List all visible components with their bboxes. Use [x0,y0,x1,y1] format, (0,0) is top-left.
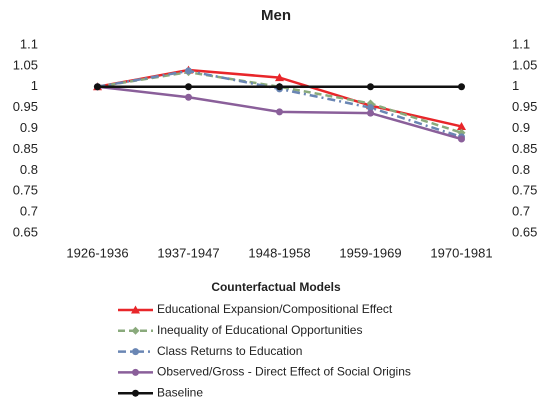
y2-tick-label: 0.8 [512,162,530,177]
data-point [185,93,192,101]
y2-tick-label: 1.05 [512,57,537,72]
data-point [367,104,374,112]
legend-label: Observed/Gross - Direct Effect of Social… [157,365,411,379]
y-tick-label: 0.9 [20,120,38,135]
chart-title: Men [261,7,291,24]
y-tick-label: 0.65 [13,224,38,239]
y2-tick-label: 1 [512,78,519,93]
legend-marker [132,348,139,356]
y-tick-label: 0.8 [20,162,38,177]
y2-tick-label: 0.9 [512,120,530,135]
x-tick-label: 1948-1958 [248,245,310,260]
data-point [94,83,101,91]
legend-marker [131,305,140,314]
data-point [276,108,283,116]
y2-tick-label: 0.65 [512,224,537,239]
data-point [276,83,283,91]
data-point [185,83,192,91]
y-tick-label: 1.1 [20,36,38,51]
y2-tick-label: 1.1 [512,36,530,51]
y-tick-label: 0.75 [13,183,38,198]
y2-tick-label: 0.95 [512,99,537,114]
legend-label: Inequality of Educational Opportunities [157,323,362,337]
x-tick-label: 1970-1981 [430,245,492,260]
y-tick-label: 0.85 [13,141,38,156]
data-point [457,121,466,130]
x-tick-label: 1937-1947 [157,245,219,260]
data-point [275,73,284,82]
data-point [458,135,465,143]
legend-marker [132,389,139,397]
y-tick-label: 0.95 [13,99,38,114]
x-tick-label: 1926-1936 [66,245,128,260]
y-tick-label: 1.05 [13,57,38,72]
data-point [367,109,374,117]
y2-tick-label: 0.85 [512,141,537,156]
y2-tick-label: 0.7 [512,204,530,219]
data-point [185,67,192,75]
legend-marker [131,326,140,335]
legend-marker [132,368,139,376]
y-tick-label: 1 [31,78,38,93]
legend-label: Baseline [157,385,203,399]
y-tick-label: 0.7 [20,204,38,219]
legend-title: Counterfactual Models [211,280,341,294]
legend-label: Class Returns to Education [157,344,302,358]
y2-tick-label: 0.75 [512,183,537,198]
data-point [458,83,465,91]
legend-label: Educational Expansion/Compositional Effe… [157,302,393,316]
x-tick-label: 1959-1969 [339,245,401,260]
data-point [367,83,374,91]
